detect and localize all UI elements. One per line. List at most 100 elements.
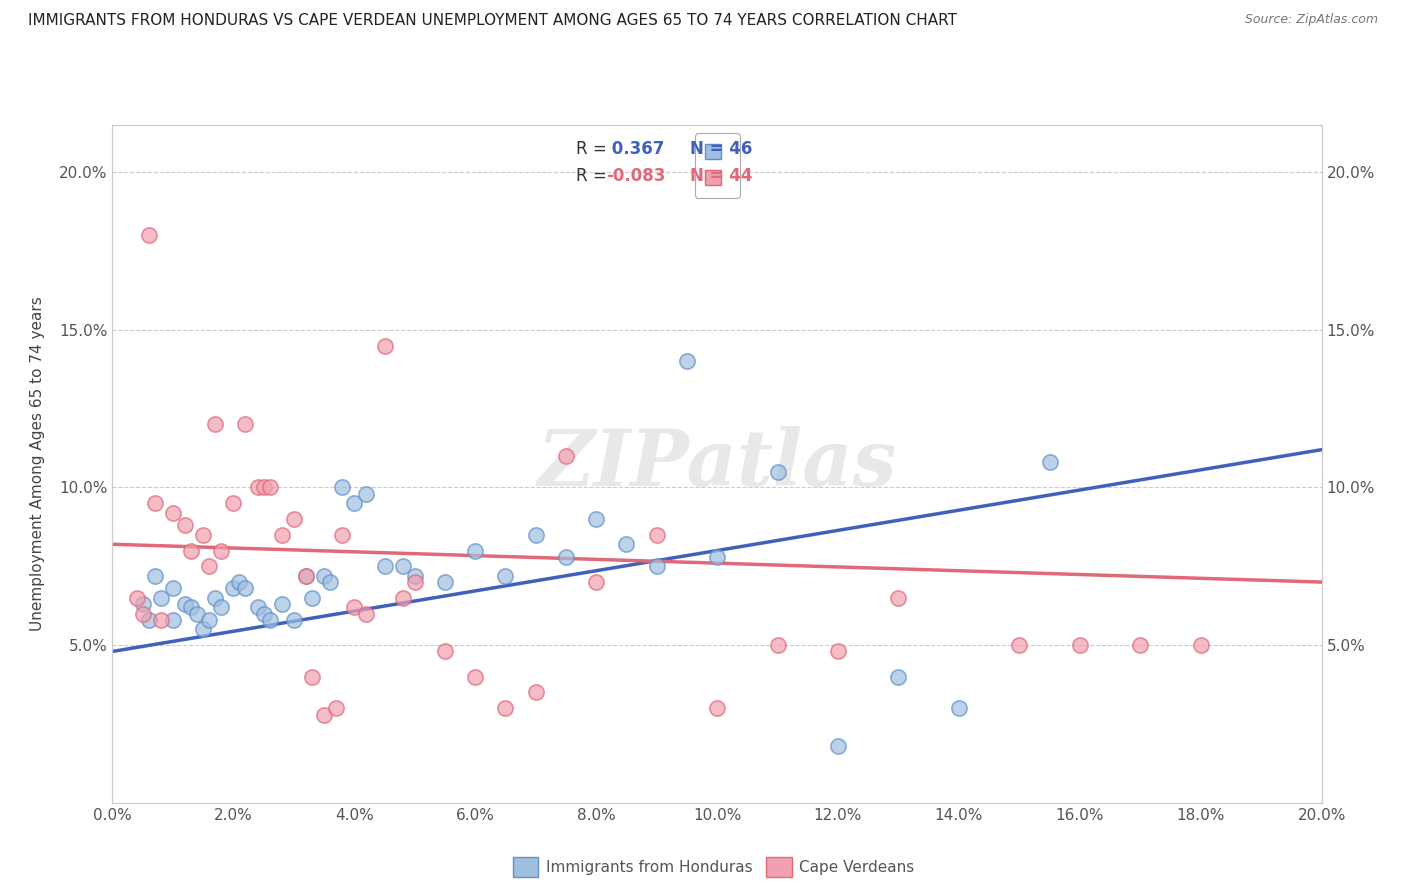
Point xyxy=(222,582,245,596)
Point xyxy=(149,591,172,605)
Point xyxy=(132,607,155,621)
Point xyxy=(827,739,849,753)
Point xyxy=(301,591,323,605)
Point xyxy=(524,685,547,699)
Point xyxy=(1069,638,1091,652)
Text: Immigrants from Honduras: Immigrants from Honduras xyxy=(546,860,752,874)
Point xyxy=(186,607,208,621)
Point xyxy=(295,568,318,582)
Point xyxy=(675,354,697,368)
Point xyxy=(209,543,232,558)
Point xyxy=(204,417,226,432)
Point xyxy=(295,568,318,582)
Text: IMMIGRANTS FROM HONDURAS VS CAPE VERDEAN UNEMPLOYMENT AMONG AGES 65 TO 74 YEARS : IMMIGRANTS FROM HONDURAS VS CAPE VERDEAN… xyxy=(28,13,957,29)
Point xyxy=(198,613,221,627)
Point xyxy=(301,670,323,684)
Point xyxy=(149,613,172,627)
Text: R =: R = xyxy=(575,167,612,185)
Point xyxy=(143,496,166,510)
Point xyxy=(464,670,486,684)
Point xyxy=(616,537,638,551)
Point xyxy=(374,338,396,352)
Y-axis label: Unemployment Among Ages 65 to 74 years: Unemployment Among Ages 65 to 74 years xyxy=(31,296,45,632)
Text: N = 46: N = 46 xyxy=(690,140,752,158)
Point xyxy=(585,512,607,526)
Text: N = 44: N = 44 xyxy=(690,167,754,185)
Point xyxy=(374,559,396,574)
Point xyxy=(246,600,269,615)
Point xyxy=(585,575,607,590)
Point xyxy=(887,670,910,684)
Point xyxy=(1038,455,1062,469)
Point xyxy=(433,644,456,658)
Point xyxy=(198,559,221,574)
Text: Cape Verdeans: Cape Verdeans xyxy=(799,860,914,874)
Point xyxy=(259,481,281,495)
Point xyxy=(235,417,257,432)
Text: -0.083: -0.083 xyxy=(606,167,665,185)
Point xyxy=(404,575,426,590)
Point xyxy=(356,607,378,621)
Text: R =: R = xyxy=(575,140,612,158)
Point xyxy=(325,701,347,715)
Point xyxy=(180,600,202,615)
Point xyxy=(143,568,166,582)
Point xyxy=(1189,638,1212,652)
Point xyxy=(706,701,728,715)
Point xyxy=(948,701,970,715)
Point xyxy=(138,228,160,243)
Point xyxy=(235,582,257,596)
Point xyxy=(330,528,353,542)
Point xyxy=(1008,638,1031,652)
Point xyxy=(283,613,305,627)
Point xyxy=(319,575,342,590)
Point xyxy=(706,549,728,564)
Legend: , : , xyxy=(695,133,740,197)
Point xyxy=(433,575,456,590)
Point xyxy=(270,528,292,542)
Point xyxy=(464,543,486,558)
Point xyxy=(391,559,413,574)
Point xyxy=(554,549,576,564)
Point xyxy=(138,613,160,627)
Point xyxy=(174,597,197,611)
Point xyxy=(554,449,576,463)
Point xyxy=(228,575,250,590)
Point xyxy=(645,559,668,574)
Point xyxy=(132,597,155,611)
Point xyxy=(191,528,214,542)
Point xyxy=(524,528,547,542)
Point xyxy=(343,600,366,615)
Point xyxy=(259,613,281,627)
Text: ZIPatlas: ZIPatlas xyxy=(537,425,897,502)
Point xyxy=(356,487,378,501)
Point xyxy=(1129,638,1152,652)
Point xyxy=(162,582,184,596)
Point xyxy=(253,607,276,621)
Point xyxy=(766,638,789,652)
Point xyxy=(253,481,276,495)
Point xyxy=(827,644,849,658)
Point xyxy=(645,528,668,542)
Text: Source: ZipAtlas.com: Source: ZipAtlas.com xyxy=(1244,13,1378,27)
Point xyxy=(204,591,226,605)
Point xyxy=(495,568,517,582)
Point xyxy=(404,568,426,582)
Text: 0.367: 0.367 xyxy=(606,140,664,158)
Point xyxy=(766,465,789,479)
Point xyxy=(314,568,336,582)
Point xyxy=(209,600,232,615)
Point xyxy=(180,543,202,558)
Point xyxy=(887,591,910,605)
Point xyxy=(162,506,184,520)
Point xyxy=(283,512,305,526)
Point xyxy=(495,701,517,715)
Point xyxy=(314,707,336,722)
Point xyxy=(174,518,197,533)
Point xyxy=(330,481,353,495)
Point xyxy=(125,591,148,605)
Point xyxy=(246,481,269,495)
Point xyxy=(162,613,184,627)
Point xyxy=(191,623,214,637)
Point xyxy=(270,597,292,611)
